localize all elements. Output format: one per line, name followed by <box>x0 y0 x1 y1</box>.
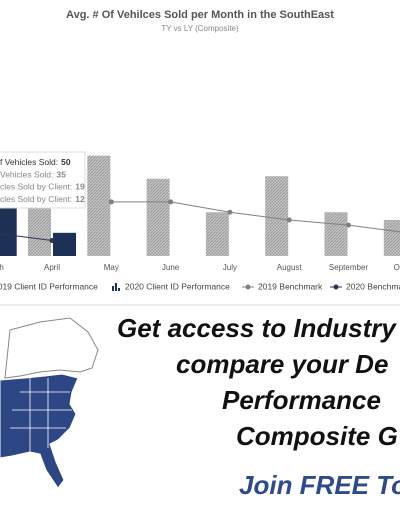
legend-label: 2020 Client ID Performance <box>125 281 230 291</box>
x-tick-label: May <box>104 263 119 272</box>
line-point <box>227 209 233 215</box>
tooltip-label: f Vehicles Sold: <box>0 157 58 167</box>
tooltip-row: Vehicles Sold: 35 <box>0 170 66 180</box>
promo-line: Get access to Industry <box>117 313 397 343</box>
x-tick-label: June <box>162 263 180 272</box>
tooltip-value: 50 <box>61 157 71 167</box>
bar <box>383 219 400 256</box>
chart-subtitle: TY vs LY (Composite) <box>161 24 239 33</box>
line <box>0 233 53 242</box>
x-tick-label: September <box>329 263 368 272</box>
tooltip-row: f Vehicles Sold: 50 <box>0 157 71 167</box>
bar <box>0 207 17 256</box>
tooltip-value: 35 <box>56 170 66 180</box>
bar <box>205 212 229 256</box>
tooltip-row: cles Sold by Client: 19 <box>0 182 85 192</box>
legend-label: 2020 Benchmark <box>346 281 400 291</box>
legend-label: 2019 Benchmark <box>258 281 323 291</box>
line-point <box>346 222 351 228</box>
tooltip-row: cles Sold by Client: 12 <box>0 194 85 204</box>
bar <box>265 176 289 256</box>
bar <box>87 155 111 256</box>
legend-icon <box>115 283 117 291</box>
legend-icon <box>112 286 114 291</box>
line-point <box>108 199 114 205</box>
x-tick-label: August <box>277 263 303 272</box>
legend-icon <box>118 288 120 291</box>
legend-icon <box>245 284 251 290</box>
us-map <box>0 317 99 489</box>
line <box>111 201 400 233</box>
chart-title: Avg. # Of Vehilces Sold per Month in the… <box>66 9 334 21</box>
promo-line: Performance <box>222 385 381 415</box>
x-tick-label: March <box>0 263 4 272</box>
promo-cta: Join FREE To <box>239 470 400 500</box>
tooltip-value: 12 <box>75 194 85 204</box>
bar <box>53 232 76 256</box>
bar <box>28 207 51 256</box>
tooltip-label: cles Sold by Client: <box>0 182 72 192</box>
line-point <box>168 199 174 205</box>
legend-icon <box>333 284 339 290</box>
x-tick-label: October <box>394 263 400 272</box>
legend-label: 2019 Client ID Performance <box>0 281 98 291</box>
line-point <box>286 217 292 223</box>
x-tick-label: July <box>223 263 237 272</box>
promo-line: Composite G <box>236 421 398 451</box>
tooltip-label: Vehicles Sold: <box>0 170 53 180</box>
bar <box>146 178 170 256</box>
x-tick-label: April <box>44 263 60 272</box>
tooltip-value: 19 <box>75 182 85 192</box>
tooltip-box <box>0 151 86 209</box>
bar <box>324 212 348 256</box>
line-point <box>49 238 55 244</box>
promo-line: compare your De <box>176 349 388 379</box>
tooltip-label: cles Sold by Client: <box>0 194 72 204</box>
